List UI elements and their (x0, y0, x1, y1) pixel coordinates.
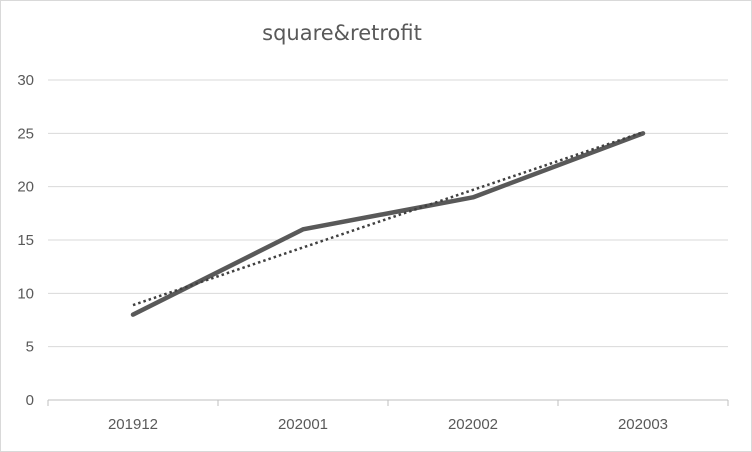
y-tick-label: 20 (17, 179, 34, 196)
y-tick-label: 5 (26, 339, 34, 356)
x-tick-label: 202003 (618, 416, 668, 433)
y-tick-label: 0 (26, 392, 34, 409)
trendline (132, 131, 644, 307)
x-tick-label: 202002 (448, 416, 498, 433)
x-tick-label: 201912 (108, 416, 158, 433)
series-line (130, 131, 646, 317)
y-tick-label: 25 (17, 125, 34, 142)
chart-title: square&retrofit (262, 21, 422, 45)
x-tick-label: 202001 (278, 416, 328, 433)
y-tick-label: 15 (17, 232, 34, 249)
y-tick-label: 10 (17, 285, 34, 302)
y-tick-label: 30 (17, 72, 34, 89)
